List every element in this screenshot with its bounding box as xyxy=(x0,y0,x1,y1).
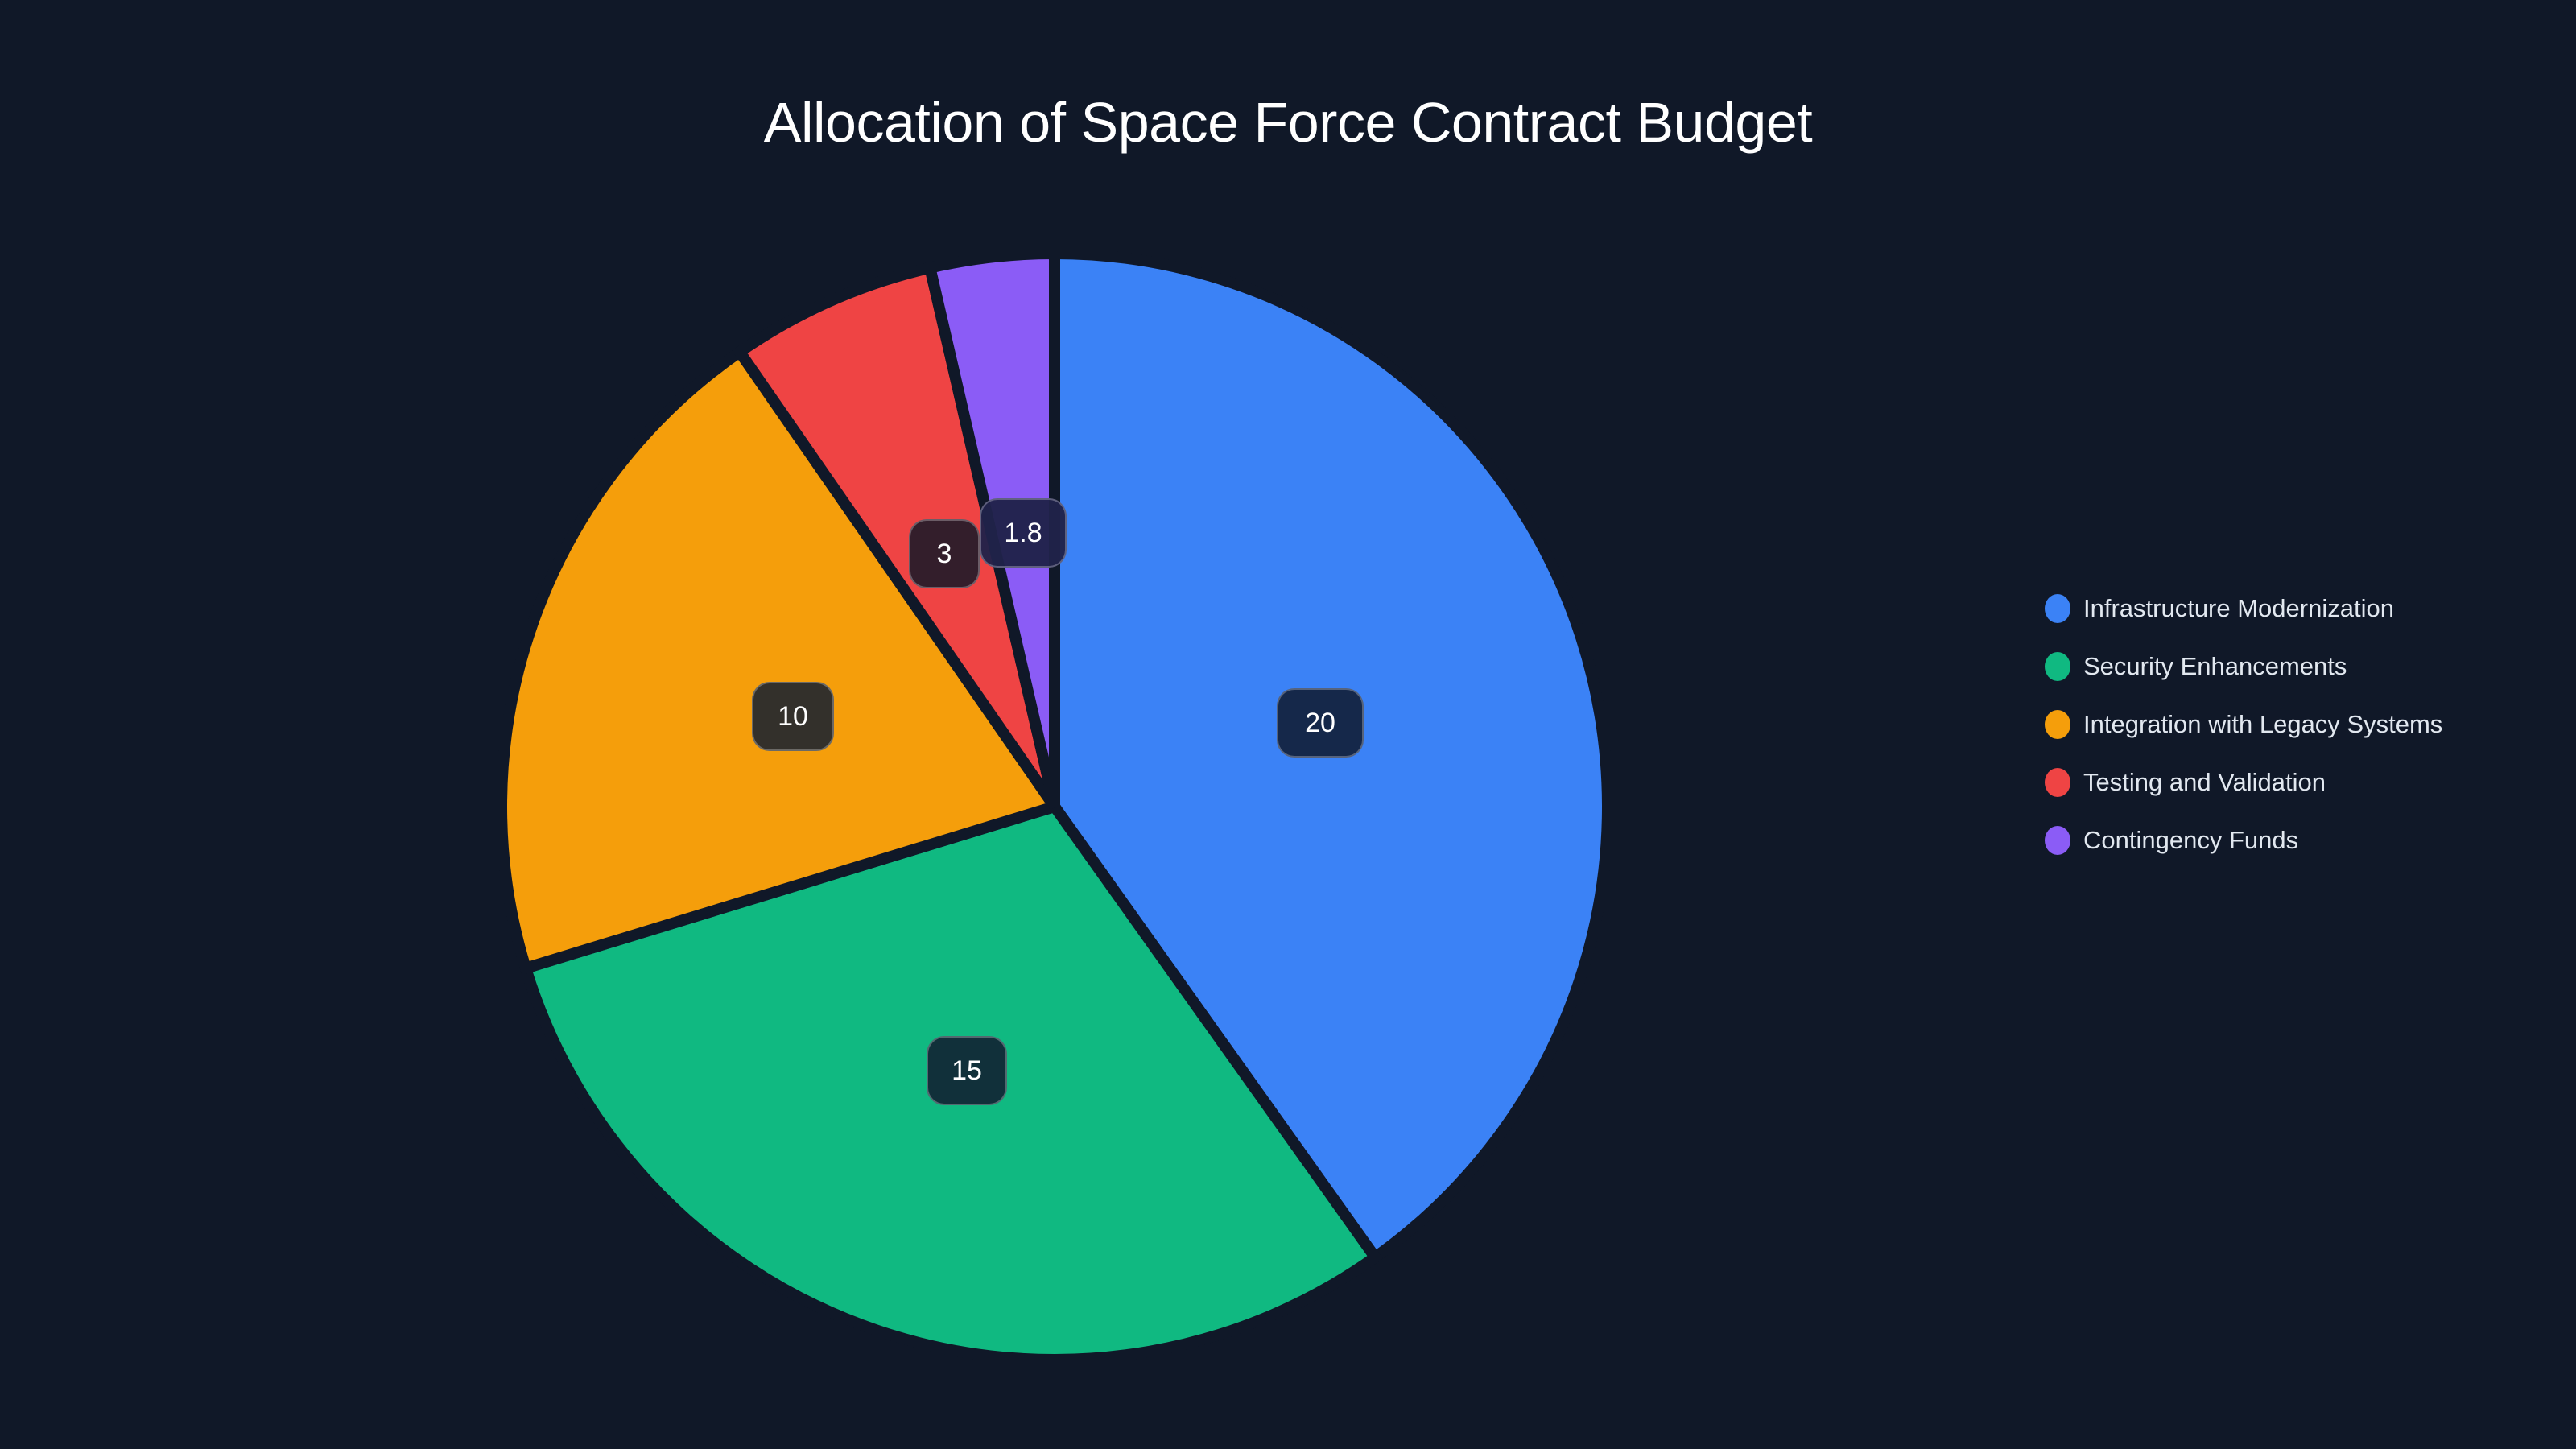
legend-swatch-orange-icon xyxy=(2045,710,2070,739)
legend-item-integration[interactable]: Integration with Legacy Systems xyxy=(2045,696,2442,753)
legend-swatch-green-icon xyxy=(2045,652,2070,681)
legend-label: Testing and Validation xyxy=(2083,768,2326,796)
data-label-testing: 3 xyxy=(909,519,980,588)
chart-legend: Infrastructure Modernization Security En… xyxy=(2045,580,2442,869)
legend-label: Infrastructure Modernization xyxy=(2083,594,2394,622)
data-label-security: 15 xyxy=(927,1036,1007,1105)
legend-label: Integration with Legacy Systems xyxy=(2083,710,2443,738)
legend-item-security[interactable]: Security Enhancements xyxy=(2045,638,2442,696)
data-label-integration: 10 xyxy=(752,682,834,751)
legend-swatch-purple-icon xyxy=(2045,826,2070,855)
data-label-infrastructure: 20 xyxy=(1277,688,1364,758)
legend-label: Security Enhancements xyxy=(2083,652,2347,680)
legend-item-testing[interactable]: Testing and Validation xyxy=(2045,753,2442,811)
chart-title: Allocation of Space Force Contract Budge… xyxy=(763,91,1813,154)
legend-swatch-blue-icon xyxy=(2045,594,2070,623)
legend-label: Contingency Funds xyxy=(2083,826,2299,854)
legend-item-contingency[interactable]: Contingency Funds xyxy=(2045,811,2442,869)
pie-slice-integration[interactable] xyxy=(496,344,1064,976)
pie-slice-testing[interactable] xyxy=(732,261,1060,810)
legend-item-infrastructure[interactable]: Infrastructure Modernization xyxy=(2045,580,2442,638)
data-label-contingency: 1.8 xyxy=(980,498,1067,568)
legend-swatch-red-icon xyxy=(2045,768,2070,797)
